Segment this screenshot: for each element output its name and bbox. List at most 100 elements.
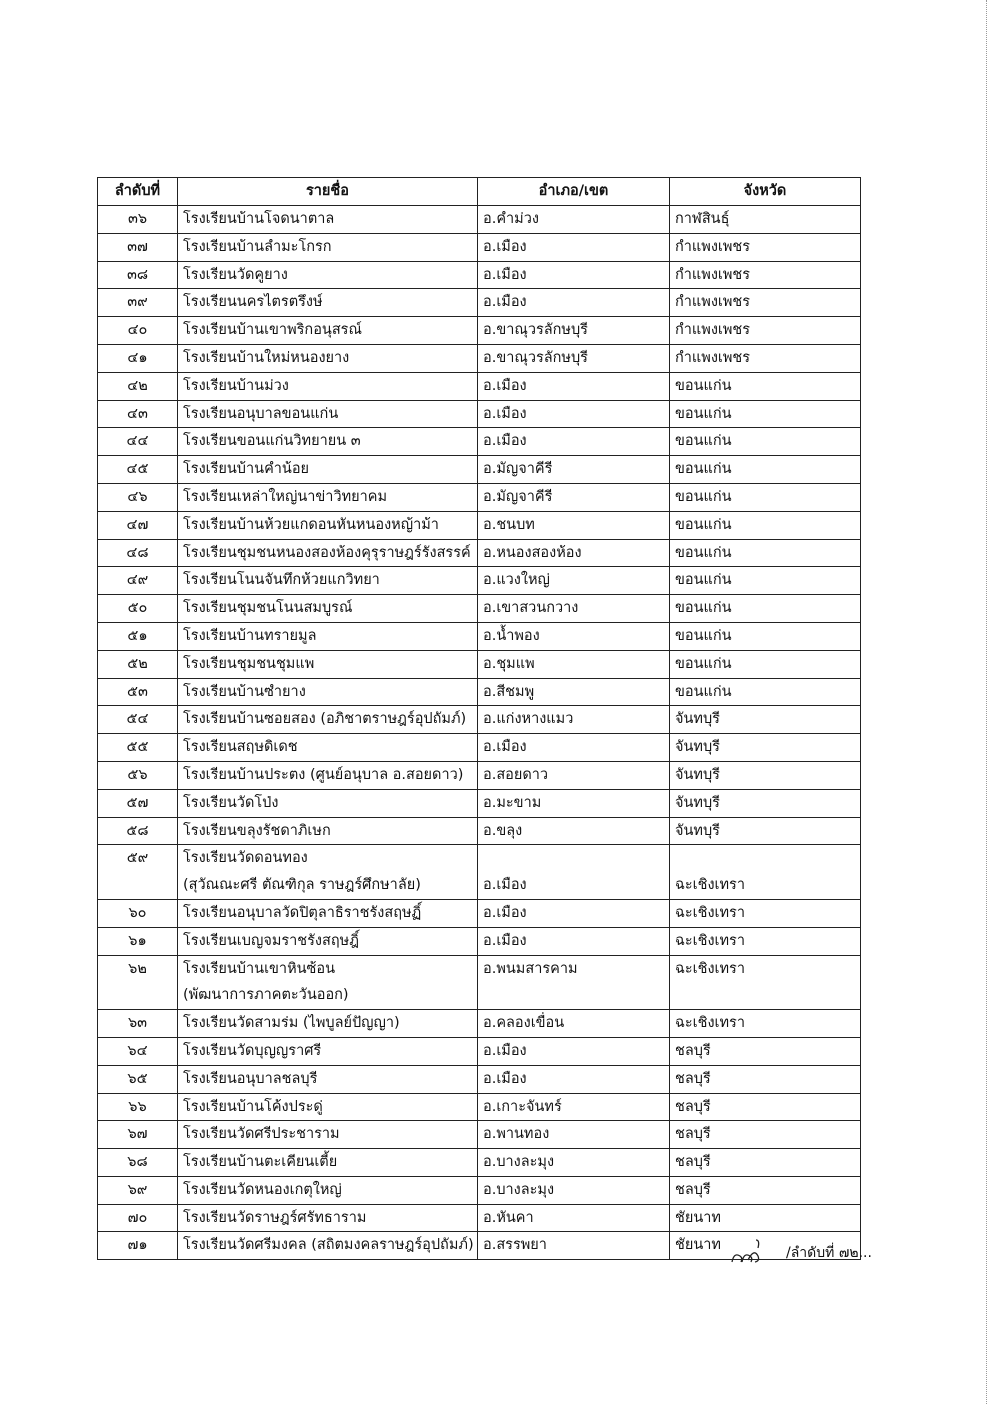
row-number: ๔๐ [97, 316, 178, 345]
province-line: ชลบุรี [675, 1181, 711, 1198]
name-line: โรงเรียนโนนจันทึกห้วยแกวิทยา [183, 572, 380, 589]
province-line [675, 982, 855, 1008]
name-line: โรงเรียนสฤษดิเดช [183, 739, 298, 756]
province-line: ขอนแก่น [675, 683, 732, 700]
cell-name: โรงเรียนบ้านทรายมูล [177, 621, 478, 651]
name-line: โรงเรียนวัดศรีประชาราม [183, 1126, 340, 1143]
province-line: ชลบุรี [675, 1098, 711, 1115]
cell-province: ขอนแก่น [669, 455, 861, 484]
cell-name: โรงเรียนบ้านเขาหินซ้อน (พัฒนาการภาคตะวันอ… [177, 954, 478, 1011]
cell-district: อ.ชุมแพ [477, 649, 670, 679]
province-line: ฉะเชิงเทรา [675, 932, 745, 949]
province-line: ฉะเชิงเทรา [675, 877, 745, 894]
district-line: อ.เมือง [483, 405, 527, 422]
table-header-row: ลำดับที่ รายชื่อ อำเภอ/เขต จังหวัด [97, 177, 861, 206]
cell-name: โรงเรียนวัดศรีมงคล (สถิตมงคลราษฎร์อุปถัม… [177, 1231, 478, 1261]
table-row: ๖๗ โรงเรียนวัดศรีประชาราม อ.พานทอง ชลบุรี [97, 1120, 861, 1150]
cell-name: โรงเรียนบ้านห้วยแกดอนหันหนองหญ้าม้า [177, 510, 478, 540]
header-number: ลำดับที่ [97, 177, 178, 206]
cell-district: อ.บางละมุง [477, 1148, 670, 1177]
cell-district: อ.เมือง [477, 1064, 670, 1094]
province-line: ชลบุรี [675, 1042, 711, 1059]
province-line: ขอนแก่น [675, 572, 732, 589]
cell-district: อ.สอยดาว [477, 760, 670, 790]
province-line: ขอนแก่น [675, 405, 732, 422]
name-line: โรงเรียนบ้านทรายมูล [183, 627, 317, 644]
cell-name: โรงเรียนวัดสามร่ม (ไพบูลย์ปัญญา) [177, 1009, 478, 1038]
table-row: ๕๓ โรงเรียนบ้านซำยาง อ.สีชมพู ขอนแก่น [97, 677, 861, 707]
row-number: ๕๒ [97, 649, 178, 679]
name-line: โรงเรียนชุมชนโนนสมบูรณ์ [183, 600, 353, 617]
cell-district: อ.เมือง [477, 399, 670, 429]
name-line: โรงเรียนอนุบาลชลบุรี [183, 1070, 318, 1087]
name-line: โรงเรียนบ้านห้วยแกดอนหันหนองหญ้าม้า [183, 516, 439, 533]
cell-province: จันทบุรี [669, 705, 861, 735]
table-row: ๓๘ โรงเรียนวัดคูยาง อ.เมือง กำแพงเพชร [97, 260, 861, 290]
province-line: ชัยนาท [675, 1209, 721, 1226]
table-row: ๔๑ โรงเรียนบ้านใหม่หนองยาง อ.ขาณุวรลักษบุร… [97, 343, 861, 373]
name-line: โรงเรียนวัดราษฎร์ศรัทธาราม [183, 1209, 367, 1226]
row-number: ๖๗ [97, 1120, 178, 1150]
name-line: โรงเรียนชุมชนหนองสองห้องคุรุราษฎร์รังสรร… [183, 544, 471, 561]
table-row: ๕๗ โรงเรียนวัดโป่ง อ.มะขาม จันทบุรี [97, 788, 861, 818]
name-line: (สุวัณณะศรี ตัณฑิกุล ราษฎร์ศึกษาลัย) [183, 877, 421, 894]
table-row: ๖๙ โรงเรียนวัดหนองเกตุใหญ่ อ.บางละมุง ชลบุร… [97, 1175, 861, 1205]
cell-province: ขอนแก่น [669, 510, 861, 540]
cell-district: อ.เมือง [477, 371, 670, 401]
district-line: อ.พานทอง [483, 1126, 550, 1143]
header-province: จังหวัด [669, 177, 861, 206]
row-number: ๖๘ [97, 1148, 178, 1177]
name-line: โรงเรียนขอนแก่นวิทยายน ๓ [183, 433, 361, 450]
district-line: อ.ขาณุวรลักษบุรี [483, 322, 588, 339]
name-line: (พัฒนาการภาคตะวันออก) [183, 987, 349, 1004]
cell-province: ฉะเชิงเทรา [669, 844, 861, 900]
row-number: ๔๗ [97, 510, 178, 540]
table-row: ๕๒ โรงเรียนชุมชนชุมแพ อ.ชุมแพ ขอนแก่น [97, 649, 861, 679]
district-line: อ.สอยดาว [483, 766, 549, 783]
table-row: ๖๘ โรงเรียนบ้านตะเคียนเตี้ย อ.บางละมุง ชลบุ… [97, 1148, 861, 1177]
province-line: ขอนแก่น [675, 655, 732, 672]
cell-name: โรงเรียนวัดโป่ง [177, 788, 478, 818]
cell-name: โรงเรียนบ้านใหม่หนองยาง [177, 343, 478, 373]
district-line: อ.ขลุง [483, 822, 523, 839]
cell-district: อ.พานทอง [477, 1120, 670, 1150]
row-number: ๖๑ [97, 926, 178, 956]
district-line: อ.พนมสารคาม [483, 960, 578, 977]
province-line: ขอนแก่น [675, 433, 732, 450]
table-row: ๕๙ โรงเรียนวัดดอนทอง (สุวัณณะศรี ตัณฑิกุล … [97, 844, 861, 900]
province-line: ขอนแก่น [675, 627, 732, 644]
cell-province: ขอนแก่น [669, 649, 861, 679]
cell-district: อ.เขาสวนกวาง [477, 594, 670, 623]
cell-district: อ.คลองเขื่อน [477, 1009, 670, 1038]
name-line: โรงเรียนวัดศรีมงคล (สถิตมงคลราษฎร์อุปถัม… [183, 1237, 474, 1254]
table-row: ๕๔ โรงเรียนบ้านซอยสอง (อภิชาตราษฎร์อุปถัม… [97, 705, 861, 735]
district-line: อ.บางละมุง [483, 1154, 555, 1171]
province-line [675, 846, 855, 872]
cell-province: ชลบุรี [669, 1148, 861, 1177]
row-number: ๖๕ [97, 1064, 178, 1094]
district-line: อ.เมือง [483, 1042, 527, 1059]
cell-district: อ.ชนบท [477, 510, 670, 540]
province-line: ขอนแก่น [675, 461, 732, 478]
cell-province: ขอนแก่น [669, 371, 861, 401]
cell-district: อ.หนองสองห้อง [477, 538, 670, 568]
cell-district: อ.เมือง [477, 926, 670, 956]
cell-province: ขอนแก่น [669, 538, 861, 568]
row-number: ๖๐ [97, 898, 178, 928]
name-line: โรงเรียนบ้านโจดนาตาล [183, 211, 335, 227]
cell-name: โรงเรียนบ้านซำยาง [177, 677, 478, 707]
province-line: กำแพงเพชร [675, 349, 751, 366]
cell-province: ชลบุรี [669, 1120, 861, 1150]
cell-name: โรงเรียนบ้านเขาพริกอนุสรณ์ [177, 316, 478, 345]
province-line: กำแพงเพชร [675, 238, 751, 255]
cell-name: โรงเรียนขอนแก่นวิทยายน ๓ [177, 427, 478, 457]
row-number: ๔๓ [97, 399, 178, 429]
district-line: อ.เมือง [483, 932, 527, 949]
cell-district: อ.เกาะจันทร์ [477, 1092, 670, 1122]
cell-district: อ.เมือง [477, 898, 670, 928]
province-line: ชลบุรี [675, 1154, 711, 1171]
name-line: โรงเรียนบ้านซอยสอง (อภิชาตราษฎร์อุปถัมภ์… [183, 711, 467, 728]
cell-district: อ.สรรพยา [477, 1231, 670, 1261]
cell-name: โรงเรียนบ้านโจดนาตาล [177, 205, 478, 234]
table-row: ๕๐ โรงเรียนชุมชนโนนสมบูรณ์ อ.เขาสวนกวาง ขอน… [97, 594, 861, 623]
